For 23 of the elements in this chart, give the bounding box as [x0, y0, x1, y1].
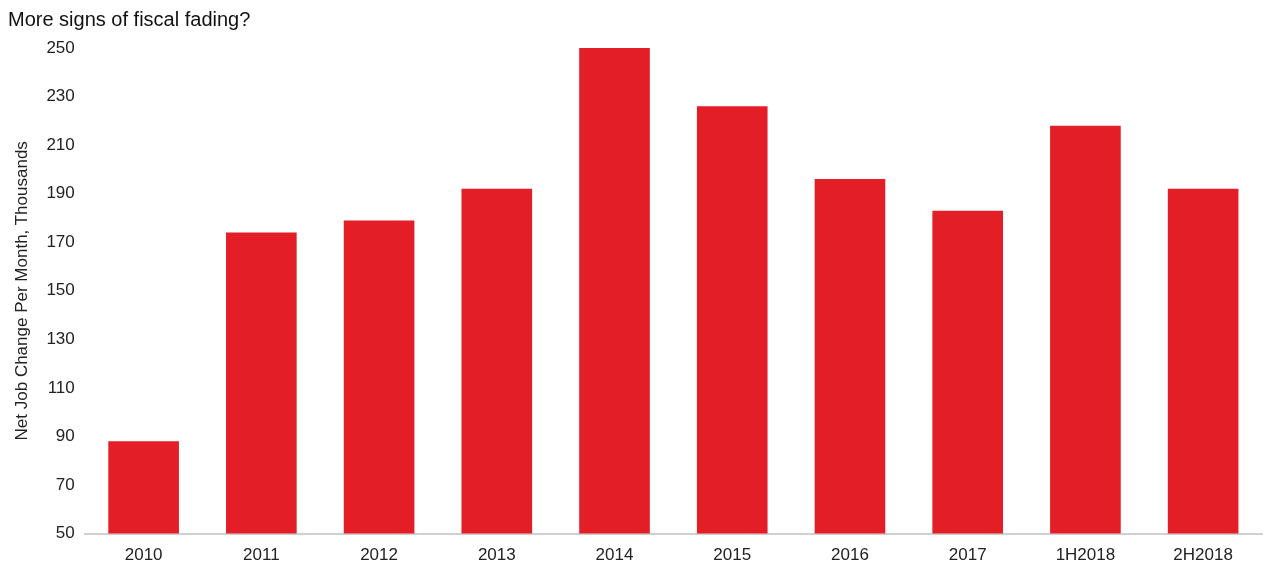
x-tick-label: 2017	[948, 545, 987, 565]
y-tick-label: 110	[47, 377, 75, 397]
chart-title: More signs of fiscal fading?	[8, 7, 251, 30]
y-tick-label: 50	[55, 523, 75, 543]
y-tick-label: 170	[46, 231, 75, 251]
x-tick-label: 2H2018	[1173, 545, 1233, 565]
y-axis-title: Net Job Change Per Month, Thousands	[11, 141, 31, 441]
y-tick-label: 150	[46, 280, 75, 300]
x-tick-label: 1H2018	[1055, 545, 1116, 565]
y-tick-label: 250	[46, 37, 75, 57]
x-tick-label: 2013	[477, 545, 516, 565]
y-tick-label: 130	[46, 329, 75, 349]
x-tick-label: 2016	[831, 545, 869, 565]
y-tick-label: 90	[55, 426, 75, 446]
x-tick-label: 2011	[243, 545, 280, 565]
y-tick-label: 210	[46, 134, 75, 154]
y-tick-label: 230	[46, 86, 75, 106]
y-tick-label: 190	[46, 183, 75, 203]
x-tick-label: 2014	[595, 545, 634, 565]
x-tick-label: 2010	[124, 545, 163, 565]
y-tick-label: 70	[55, 474, 75, 494]
x-tick-label: 2015	[713, 545, 752, 565]
x-tick-label: 2012	[360, 545, 398, 565]
